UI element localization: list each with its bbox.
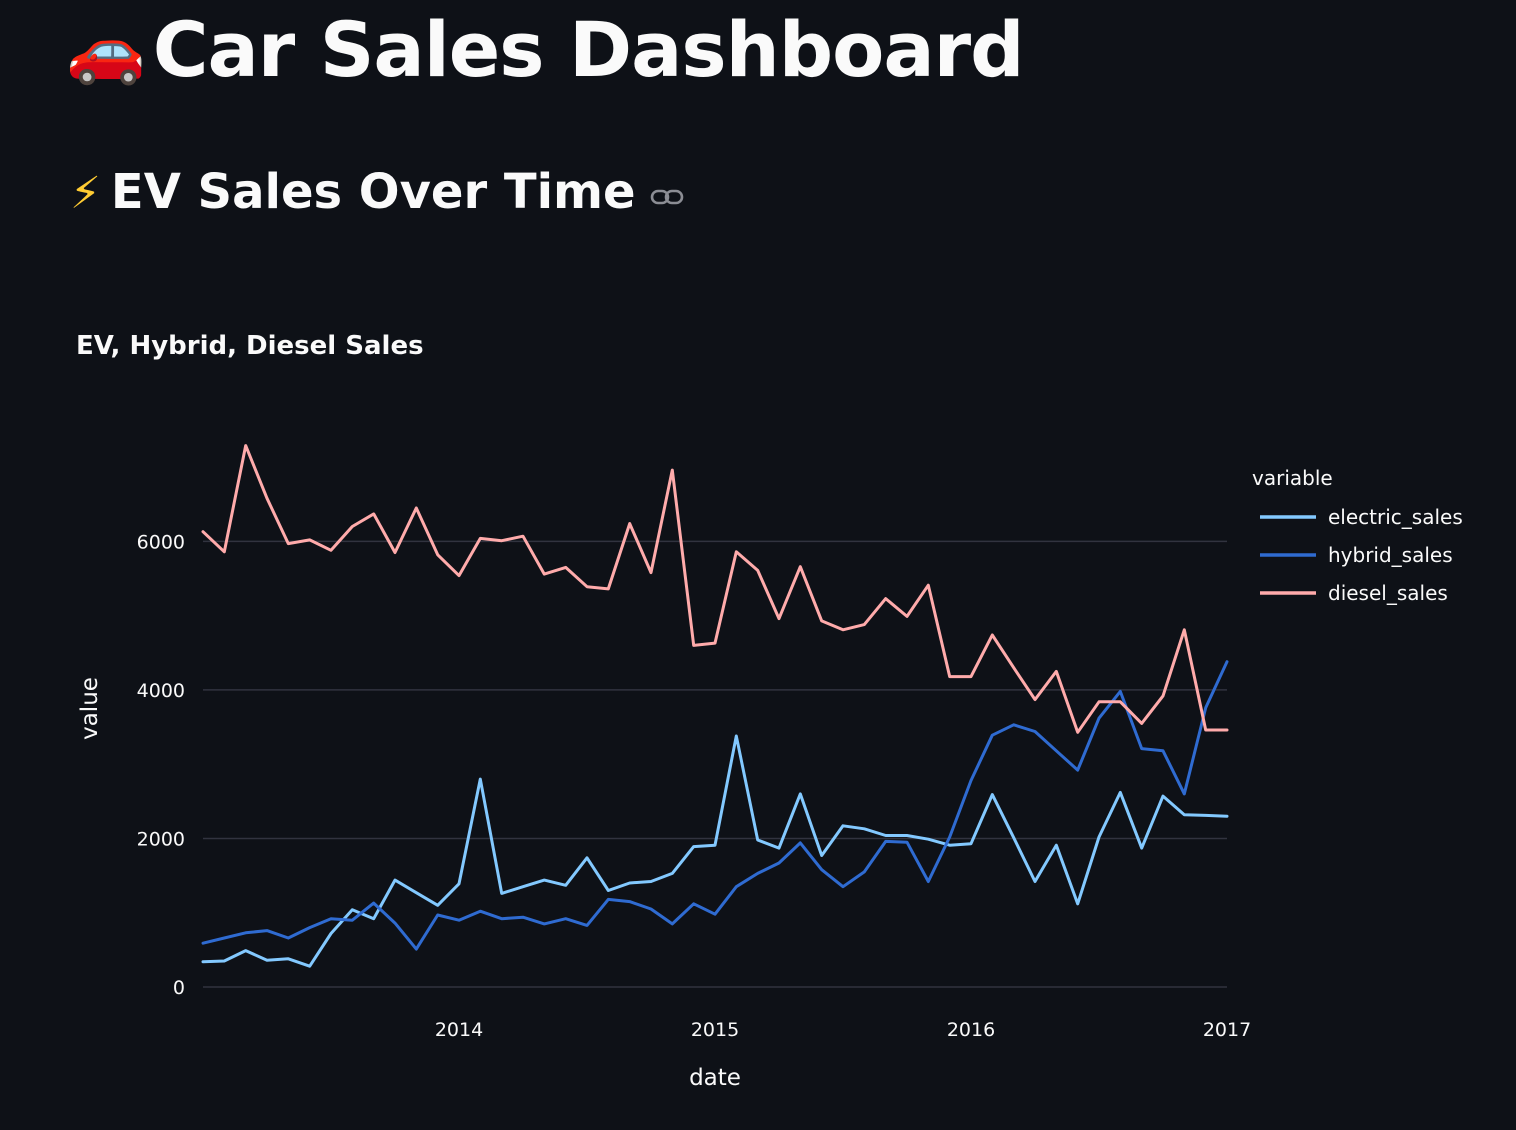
legend-label: electric_sales: [1328, 505, 1463, 529]
series-lines: [201, 444, 1229, 968]
lightning-icon: ⚡: [70, 168, 101, 219]
section-heading-text: EV Sales Over Time: [110, 164, 636, 220]
y-axis-title: value: [77, 677, 103, 740]
legend-item-hybrid-sales[interactable]: hybrid_sales: [1260, 543, 1453, 567]
y-axis-ticks: 0 2000 4000 6000: [137, 531, 185, 999]
car-icon: 🚗: [66, 14, 146, 88]
y-tick-label: 0: [173, 977, 185, 999]
legend-label: hybrid_sales: [1328, 543, 1453, 567]
x-axis-ticks: 2014 2015 2016 2017: [435, 1019, 1251, 1041]
x-tick-label: 2015: [691, 1019, 739, 1041]
sales-line-chart: EV, Hybrid, Diesel Sales 0 2000 4000 6000 2…: [76, 331, 1463, 1091]
legend-title: variable: [1252, 466, 1333, 490]
link-icon[interactable]: [650, 158, 684, 222]
gridlines: [203, 540, 1227, 988]
x-tick-label: 2017: [1203, 1019, 1251, 1041]
y-tick-label: 6000: [137, 531, 185, 553]
chart-title: EV, Hybrid, Diesel Sales: [76, 331, 424, 361]
legend-item-diesel-sales[interactable]: diesel_sales: [1260, 581, 1448, 605]
y-tick-label: 2000: [137, 828, 185, 850]
series-line-hybrid-sales[interactable]: [201, 660, 1229, 951]
section-heading: ⚡ EV Sales Over Time: [70, 158, 684, 226]
x-tick-label: 2014: [435, 1019, 483, 1041]
legend-item-electric-sales[interactable]: electric_sales: [1260, 505, 1463, 529]
series-line-diesel-sales[interactable]: [201, 444, 1229, 734]
legend-label: diesel_sales: [1328, 581, 1448, 605]
app-title-text: Car Sales Dashboard: [152, 5, 1025, 94]
app-title: 🚗 Car Sales Dashboard: [66, 2, 1024, 99]
x-tick-label: 2016: [947, 1019, 995, 1041]
series-line-electric-sales[interactable]: [201, 734, 1229, 968]
y-tick-label: 4000: [137, 680, 185, 702]
legend[interactable]: variable electric_sales hybrid_salesdiese…: [1252, 466, 1463, 605]
x-axis-title: date: [689, 1065, 741, 1091]
